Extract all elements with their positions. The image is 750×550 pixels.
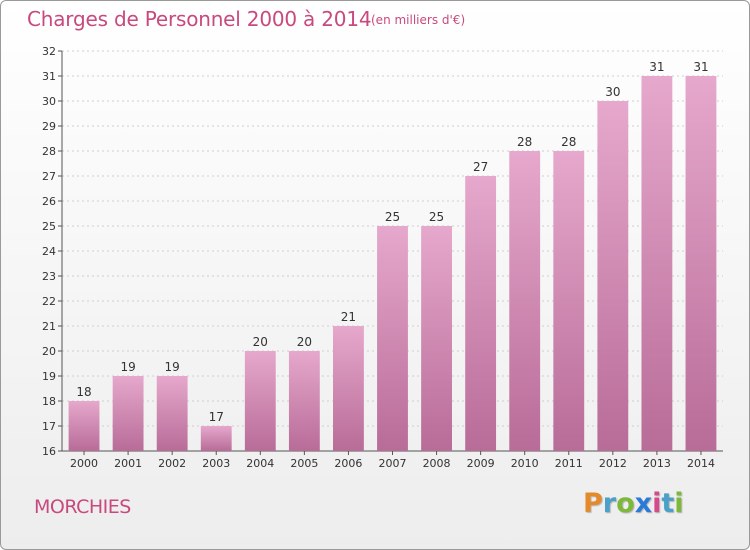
bar: [333, 326, 364, 451]
value-label: 25: [429, 210, 444, 224]
value-label: 30: [605, 85, 620, 99]
x-tick-label: 2001: [114, 457, 142, 470]
place-name: MORCHIES: [34, 496, 131, 518]
y-tick-label: 30: [42, 95, 56, 108]
y-tick-label: 32: [42, 45, 56, 58]
x-tick-label: 2011: [555, 457, 583, 470]
x-tick-label: 2014: [687, 457, 715, 470]
value-label: 18: [76, 385, 91, 399]
y-tick-label: 28: [42, 145, 56, 158]
y-tick-label: 22: [42, 295, 56, 308]
y-tick-label: 29: [42, 120, 56, 133]
value-label: 21: [341, 310, 356, 324]
y-tick-label: 23: [42, 270, 56, 283]
labels: 18 2000 19 2001 19 2002 17 2003 20 2004 20 2005 21 20…: [70, 60, 715, 470]
bar: [597, 101, 629, 451]
logo-letter: r: [602, 488, 617, 519]
x-tick-label: 2010: [511, 457, 539, 470]
y-tick-label: 24: [42, 245, 56, 258]
bar: [200, 426, 232, 451]
y-tick-label: 31: [42, 70, 56, 83]
y-tick-label: 27: [42, 170, 56, 183]
x-tick-label: 2002: [158, 457, 186, 470]
value-label: 28: [561, 135, 576, 149]
y-tick-label: 21: [42, 320, 56, 333]
bar: [641, 76, 673, 451]
value-label: 31: [649, 60, 664, 74]
bars: [68, 76, 717, 451]
x-tick-label: 2000: [70, 457, 98, 470]
logo-letter: P: [583, 488, 603, 519]
x-tick-label: 2005: [290, 457, 318, 470]
bar: [68, 401, 100, 451]
proxiti-logo: Proxiti: [583, 488, 684, 519]
x-tick-label: 2003: [202, 457, 230, 470]
y-tick-label: 26: [42, 195, 56, 208]
x-tick-label: 2012: [599, 457, 627, 470]
bar: [288, 351, 320, 451]
value-label: 19: [120, 360, 135, 374]
bar: [377, 226, 408, 451]
x-tick-label: 2004: [246, 457, 274, 470]
x-tick-label: 2007: [379, 457, 407, 470]
value-label: 20: [297, 335, 312, 349]
value-label: 27: [473, 160, 488, 174]
y-tick-label: 20: [42, 345, 56, 358]
y-tick-label: 16: [42, 445, 56, 458]
logo-letter: i: [652, 488, 662, 519]
bar: [509, 151, 541, 451]
bar: [244, 351, 276, 451]
value-label: 25: [385, 210, 400, 224]
logo-letter: x: [634, 488, 653, 519]
logo-letter: i: [674, 488, 684, 519]
x-tick-label: 2013: [643, 457, 671, 470]
value-label: 19: [165, 360, 180, 374]
bar: [112, 376, 144, 451]
y-tick-label: 17: [42, 420, 56, 433]
value-label: 20: [253, 335, 268, 349]
x-tick-label: 2006: [334, 457, 362, 470]
x-tick-label: 2008: [423, 457, 451, 470]
logo-letter: t: [661, 488, 675, 519]
chart-subtitle: (en milliers d'€): [371, 13, 466, 27]
bar: [553, 151, 585, 451]
chart-title: Charges de Personnel 2000 à 2014: [27, 7, 372, 31]
x-tick-label: 2009: [467, 457, 495, 470]
bar: [685, 76, 717, 451]
value-label: 17: [209, 410, 224, 424]
y-tick-label: 18: [42, 395, 56, 408]
y-tick-label: 19: [42, 370, 56, 383]
bar: [156, 376, 188, 451]
bar: [421, 226, 452, 451]
bar: [465, 176, 497, 451]
y-tick-label: 25: [42, 220, 56, 233]
logo-letter: o: [616, 488, 635, 519]
value-label: 31: [693, 60, 708, 74]
value-label: 28: [517, 135, 532, 149]
